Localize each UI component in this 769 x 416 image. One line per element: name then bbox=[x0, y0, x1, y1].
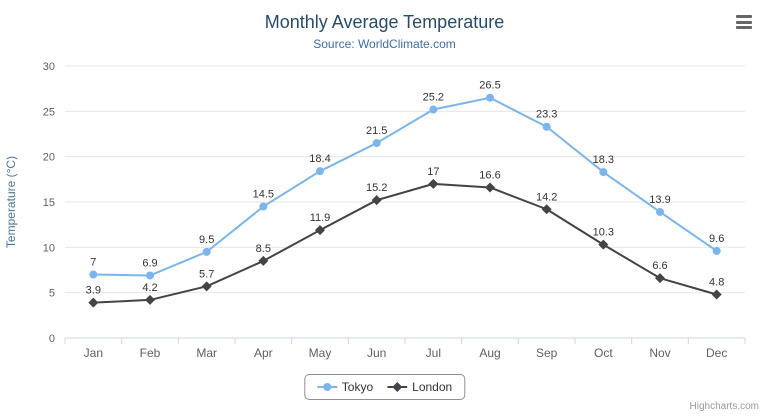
svg-text:5.7: 5.7 bbox=[199, 268, 214, 280]
svg-text:23.3: 23.3 bbox=[536, 109, 557, 121]
svg-text:0: 0 bbox=[49, 333, 55, 345]
legend-label: Tokyo bbox=[341, 380, 374, 394]
svg-text:14.2: 14.2 bbox=[536, 191, 557, 203]
svg-text:16.6: 16.6 bbox=[479, 169, 500, 181]
legend-circle-marker-icon bbox=[316, 383, 337, 391]
svg-text:26.5: 26.5 bbox=[479, 80, 500, 92]
svg-text:4.8: 4.8 bbox=[709, 276, 724, 288]
svg-text:May: May bbox=[309, 346, 332, 360]
svg-text:8.5: 8.5 bbox=[256, 243, 271, 255]
legend-item-london[interactable]: London bbox=[387, 380, 452, 394]
svg-text:5: 5 bbox=[49, 288, 55, 300]
svg-text:Sep: Sep bbox=[536, 346, 558, 360]
svg-text:25: 25 bbox=[43, 106, 55, 118]
chart-subtitle: Source: WorldClimate.com bbox=[313, 37, 456, 51]
legend-item-tokyo[interactable]: Tokyo bbox=[316, 380, 374, 394]
svg-text:18.4: 18.4 bbox=[309, 153, 330, 165]
svg-text:Oct: Oct bbox=[594, 346, 613, 360]
svg-text:Dec: Dec bbox=[706, 346, 727, 360]
svg-text:21.5: 21.5 bbox=[366, 125, 387, 137]
hamburger-menu-icon[interactable] bbox=[733, 13, 755, 31]
svg-text:10.3: 10.3 bbox=[593, 227, 614, 239]
hamburger-bar bbox=[736, 20, 752, 24]
svg-text:4.2: 4.2 bbox=[142, 282, 157, 294]
svg-text:11.9: 11.9 bbox=[310, 212, 331, 224]
hamburger-bar bbox=[736, 26, 752, 29]
svg-text:30: 30 bbox=[43, 61, 55, 73]
svg-text:17: 17 bbox=[427, 166, 439, 178]
chart-title: Monthly Average Temperature bbox=[264, 12, 505, 32]
svg-text:25.2: 25.2 bbox=[423, 92, 444, 104]
svg-text:20: 20 bbox=[43, 152, 55, 164]
svg-text:Jan: Jan bbox=[84, 346, 103, 360]
hamburger-bar bbox=[736, 15, 752, 18]
highcharts-credit-link[interactable]: Highcharts.com bbox=[689, 401, 759, 412]
svg-text:Aug: Aug bbox=[479, 346, 500, 360]
svg-text:6.9: 6.9 bbox=[142, 257, 157, 269]
legend: Tokyo London bbox=[303, 374, 466, 400]
svg-text:Temperature (°C): Temperature (°C) bbox=[4, 156, 18, 248]
legend-label: London bbox=[412, 380, 453, 394]
svg-text:10: 10 bbox=[43, 242, 55, 254]
legend-diamond-marker-icon bbox=[387, 382, 408, 392]
svg-text:13.9: 13.9 bbox=[649, 194, 670, 206]
svg-text:Apr: Apr bbox=[254, 346, 273, 360]
svg-text:Nov: Nov bbox=[649, 346, 670, 360]
svg-text:Jul: Jul bbox=[426, 346, 441, 360]
svg-text:3.9: 3.9 bbox=[86, 285, 101, 297]
svg-text:6.6: 6.6 bbox=[652, 260, 667, 272]
svg-text:Jun: Jun bbox=[367, 346, 386, 360]
svg-text:15.2: 15.2 bbox=[366, 182, 387, 194]
svg-text:9.5: 9.5 bbox=[199, 234, 214, 246]
svg-text:Feb: Feb bbox=[140, 346, 161, 360]
svg-text:Mar: Mar bbox=[196, 346, 217, 360]
svg-text:18.3: 18.3 bbox=[593, 154, 614, 166]
svg-text:14.5: 14.5 bbox=[253, 189, 274, 201]
svg-text:15: 15 bbox=[43, 197, 55, 209]
svg-text:7: 7 bbox=[90, 257, 96, 269]
svg-text:9.6: 9.6 bbox=[709, 233, 724, 245]
